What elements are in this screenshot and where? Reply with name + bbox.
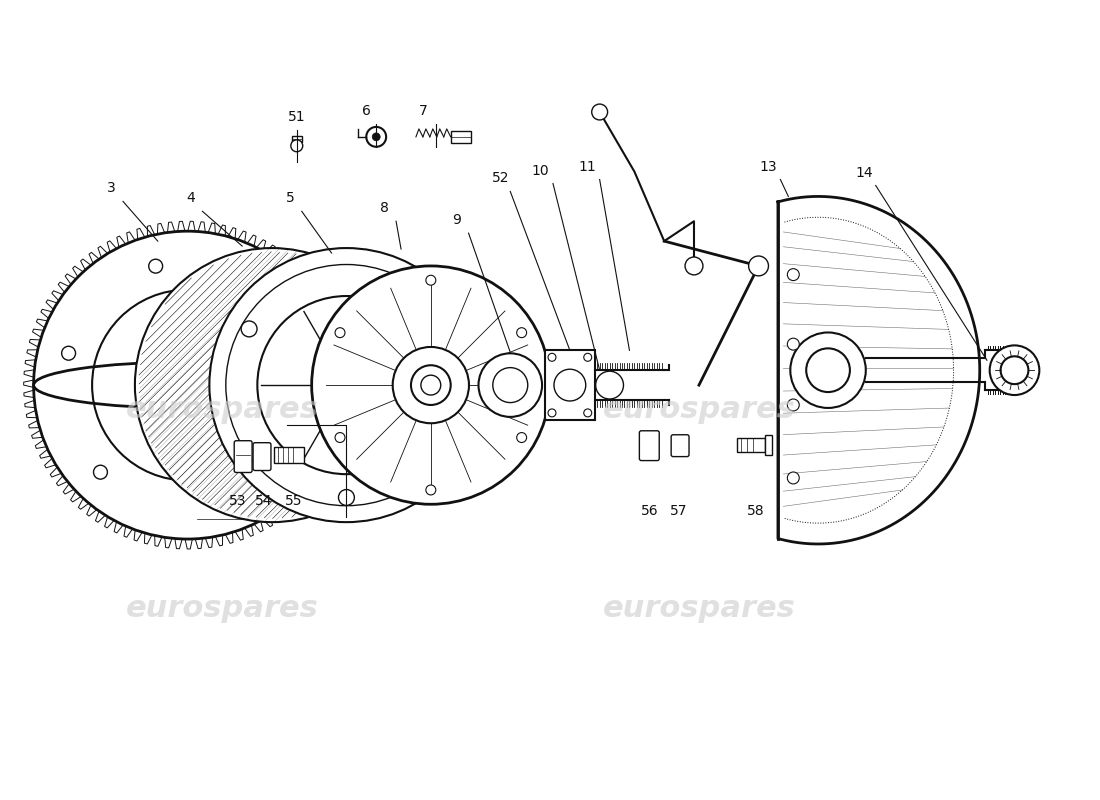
Bar <box>274 446 304 462</box>
Circle shape <box>257 296 436 474</box>
Bar <box>295 357 309 370</box>
Circle shape <box>596 371 624 399</box>
Bar <box>299 402 314 414</box>
Circle shape <box>584 354 592 362</box>
FancyBboxPatch shape <box>253 442 271 470</box>
Text: 51: 51 <box>288 110 306 124</box>
Bar <box>219 364 233 377</box>
Bar <box>258 338 266 350</box>
Circle shape <box>311 266 550 504</box>
Text: 58: 58 <box>747 504 764 518</box>
Polygon shape <box>778 197 980 544</box>
Circle shape <box>34 231 341 539</box>
Circle shape <box>436 321 452 337</box>
Text: 57: 57 <box>670 504 688 518</box>
Circle shape <box>548 409 556 417</box>
Circle shape <box>148 259 163 273</box>
Circle shape <box>788 472 800 484</box>
Text: eurospares: eurospares <box>603 395 795 425</box>
Circle shape <box>290 140 303 152</box>
Circle shape <box>393 347 469 423</box>
Bar <box>451 131 471 142</box>
Text: 5: 5 <box>285 191 294 206</box>
Circle shape <box>788 399 800 411</box>
Circle shape <box>250 363 294 407</box>
Circle shape <box>169 367 206 403</box>
Text: eurospares: eurospares <box>603 594 795 623</box>
Circle shape <box>339 490 354 506</box>
Bar <box>764 434 772 454</box>
Text: 9: 9 <box>452 214 461 227</box>
Circle shape <box>493 368 528 402</box>
Circle shape <box>62 346 76 360</box>
Circle shape <box>209 248 484 522</box>
Circle shape <box>806 348 850 392</box>
Circle shape <box>426 275 436 286</box>
Text: eurospares: eurospares <box>125 395 319 425</box>
Text: 4: 4 <box>186 191 195 206</box>
Circle shape <box>241 321 257 337</box>
Circle shape <box>135 248 409 522</box>
Circle shape <box>788 269 800 281</box>
Circle shape <box>336 328 345 338</box>
Circle shape <box>329 367 364 403</box>
Text: 13: 13 <box>760 159 778 174</box>
Text: 52: 52 <box>492 171 509 186</box>
Text: 8: 8 <box>379 202 388 215</box>
Circle shape <box>592 104 607 120</box>
FancyBboxPatch shape <box>234 441 252 473</box>
Circle shape <box>478 354 542 417</box>
Bar <box>266 427 274 439</box>
Text: 14: 14 <box>855 166 872 179</box>
Circle shape <box>336 433 345 442</box>
Text: 53: 53 <box>229 494 246 508</box>
Circle shape <box>299 410 314 424</box>
Text: 7: 7 <box>418 104 427 118</box>
Circle shape <box>517 433 527 442</box>
Bar <box>544 350 595 420</box>
Bar <box>737 438 764 452</box>
Text: 10: 10 <box>531 163 549 178</box>
FancyBboxPatch shape <box>671 434 689 457</box>
Circle shape <box>372 133 381 141</box>
Circle shape <box>790 333 866 408</box>
Circle shape <box>749 256 769 276</box>
Circle shape <box>554 370 585 401</box>
Circle shape <box>267 291 282 305</box>
Circle shape <box>210 323 333 446</box>
Text: 11: 11 <box>579 159 596 174</box>
Circle shape <box>990 346 1040 395</box>
Circle shape <box>94 466 108 479</box>
Text: 56: 56 <box>640 504 658 518</box>
Text: eurospares: eurospares <box>125 594 319 623</box>
Circle shape <box>548 354 556 362</box>
Circle shape <box>517 328 527 338</box>
Circle shape <box>788 338 800 350</box>
Circle shape <box>584 409 592 417</box>
Circle shape <box>411 366 451 405</box>
Bar <box>222 408 236 421</box>
FancyBboxPatch shape <box>639 430 659 461</box>
Circle shape <box>421 375 441 395</box>
Circle shape <box>1001 356 1028 384</box>
Circle shape <box>212 497 227 511</box>
Text: 6: 6 <box>362 104 371 118</box>
Text: 3: 3 <box>107 182 116 195</box>
Text: 55: 55 <box>285 494 303 508</box>
Circle shape <box>426 485 436 495</box>
Bar <box>292 136 301 142</box>
Circle shape <box>685 257 703 275</box>
Text: 54: 54 <box>255 494 273 508</box>
